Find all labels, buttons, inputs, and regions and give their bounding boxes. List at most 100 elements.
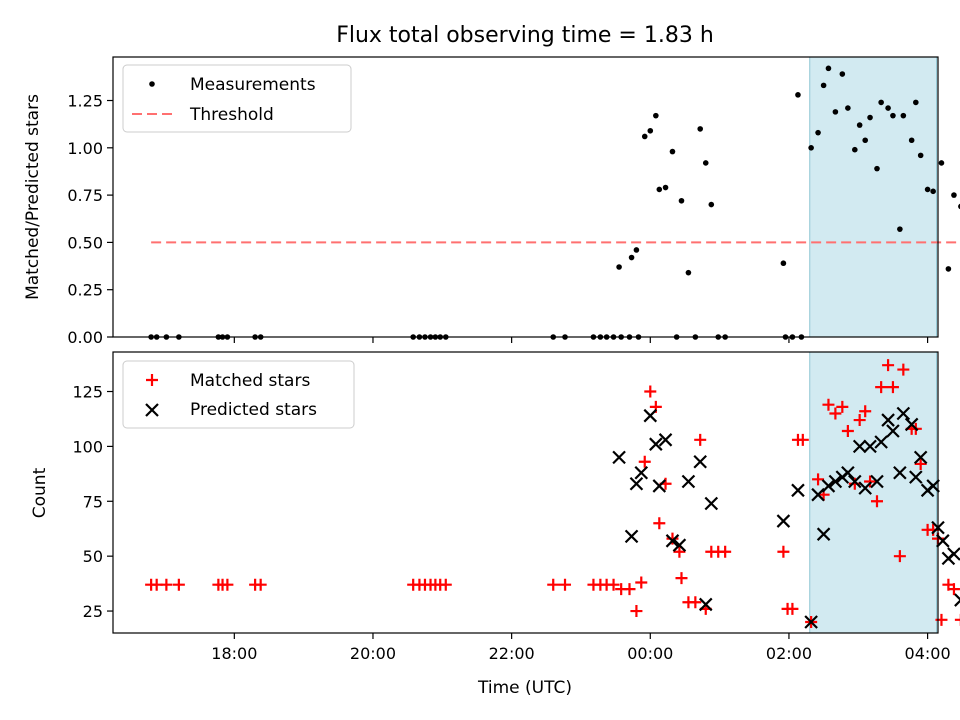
predicted-star-point: [791, 483, 805, 498]
bottom-x-tick-label: 22:00: [489, 644, 535, 663]
measurement-point: [845, 105, 851, 111]
measurement-point: [820, 82, 827, 89]
matched-star-point: [644, 385, 657, 398]
measurement-point: [815, 129, 821, 136]
matched-star-point: [836, 400, 849, 413]
predicted-star-point: [624, 529, 639, 544]
predicted-star-point: [874, 435, 888, 449]
bottom-x-tick-label: 02:00: [766, 644, 812, 663]
predicted-star-point: [612, 450, 626, 465]
matched-star-point: [547, 578, 560, 591]
predicted-star-point: [649, 437, 663, 451]
predicted-star-point: [947, 547, 960, 561]
legend-matched-marker: [146, 374, 158, 386]
predicted-star-point: [821, 479, 836, 493]
matched-star-point: [947, 583, 960, 596]
legend-matched-label: Matched stars: [190, 371, 310, 391]
top-y-tick-label: 1.00: [67, 139, 103, 158]
measurement-point: [867, 114, 873, 121]
measurement-point: [669, 148, 676, 155]
measurement-point: [780, 260, 787, 267]
predicted-star-point: [652, 479, 667, 493]
bottom-x-tick-label: 20:00: [350, 644, 396, 663]
predicted-star-point: [896, 406, 911, 421]
matched-star-point: [853, 414, 866, 427]
matched-star-point: [829, 407, 842, 420]
predicted-star-point: [629, 476, 644, 491]
matched-star-point: [254, 578, 267, 591]
measurement-point: [678, 197, 685, 204]
measurement-point: [856, 122, 863, 128]
matched-star-point: [859, 405, 872, 418]
top-x-ticks: [233, 337, 929, 343]
matched-star-point: [673, 545, 686, 558]
bottom-y-axis-label: Count: [30, 467, 50, 518]
top-y-tick-label: 0.75: [67, 186, 103, 205]
top-legend: Measurements Threshold: [122, 64, 352, 133]
bottom-y-ticks: 25 50 75 100 125: [72, 383, 113, 621]
bottom-y-tick-label: 25: [83, 602, 103, 621]
measurement-point: [656, 186, 663, 193]
top-highlight-span: [809, 56, 938, 338]
measurement-point: [938, 160, 945, 166]
matched-star-point: [897, 363, 910, 376]
matched-star-point: [653, 517, 666, 530]
measurement-point: [930, 188, 936, 195]
bottom-legend-box: [122, 360, 355, 429]
legend-predicted-marker: [145, 403, 159, 417]
measurement-point: [878, 99, 884, 106]
matched-star-point: [694, 433, 707, 446]
matched-star-point: [886, 381, 899, 394]
predicted-star-point: [634, 465, 649, 480]
measurement-point: [825, 65, 832, 72]
measurement-point: [924, 186, 931, 193]
matched-star-point: [786, 602, 799, 615]
predicted-star-point: [904, 417, 919, 432]
matched-star-point: [607, 578, 620, 591]
predicted-star-point: [811, 487, 825, 502]
predicted-star-point: [909, 470, 923, 484]
measurement-point: [832, 109, 839, 115]
matched-star-point: [559, 578, 572, 591]
bottom-y-tick-label: 50: [83, 547, 103, 566]
predicted-star-point: [841, 465, 855, 480]
top-y-tick-label: 1.25: [67, 92, 103, 111]
measurement-point: [862, 137, 869, 144]
measurement-point: [697, 126, 704, 132]
measurement-point: [633, 247, 640, 253]
matched-star-point: [221, 578, 234, 591]
predicted-star-point: [936, 534, 950, 548]
predicted-star-point: [870, 474, 884, 489]
measurement-point: [900, 112, 907, 119]
predicted-star-point: [886, 424, 900, 438]
matched-star-point: [841, 425, 854, 438]
predicted-star-point: [926, 479, 940, 493]
top-panel: 0.00 0.25 0.50 0.75 1.00 1.25 Matched/Predict…: [23, 56, 960, 347]
predicted-star-point: [852, 439, 867, 454]
predicted-star-point: [776, 514, 791, 528]
matched-star-point: [893, 550, 906, 563]
legend-measurements-label: Measurements: [190, 75, 316, 95]
top-y-tick-label: 0.50: [67, 233, 103, 252]
measurement-point: [702, 160, 709, 166]
top-y-ticks: 0.00 0.25 0.50 0.75 1.00 1.25: [67, 92, 113, 347]
matched-star-point: [848, 477, 861, 490]
matched-star-point: [638, 455, 651, 468]
top-y-tick-label: 0.00: [67, 328, 103, 347]
predicted-star-point: [863, 439, 877, 454]
bottom-x-tick-label: 18:00: [211, 644, 257, 663]
matched-star-point: [870, 495, 883, 508]
measurement-point: [808, 145, 814, 151]
bottom-axes-frame: [112, 351, 939, 634]
predicted-star-point: [858, 481, 872, 495]
bottom-highlight-span: [809, 351, 938, 634]
bottom-y-tick-label: 75: [83, 492, 103, 511]
matched-star-point: [796, 433, 809, 446]
bottom-y-tick-label: 125: [72, 383, 103, 402]
matched-stars-points: [145, 359, 960, 629]
predicted-star-point: [893, 465, 907, 480]
matched-star-point: [914, 457, 927, 470]
measurement-point: [647, 127, 654, 134]
predicted-star-point: [693, 454, 707, 469]
bottom-panel: 25 50 75 100 125 18:00 20:00 22:00 00:00 02:00 04…: [30, 351, 960, 698]
